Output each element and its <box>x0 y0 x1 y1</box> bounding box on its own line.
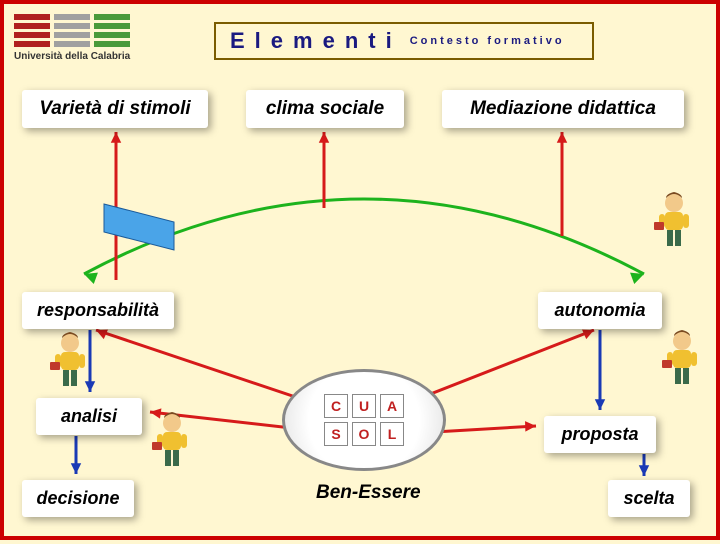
box-decisione: decisione <box>22 480 134 517</box>
logo-bar <box>14 14 50 20</box>
logo-text: Università della Calabria <box>14 51 189 62</box>
letter-tile: L <box>380 422 404 446</box>
box-proposta: proposta <box>544 416 656 453</box>
box-analisi: analisi <box>36 398 142 435</box>
child-figure <box>660 330 704 388</box>
letter-tile: O <box>352 422 376 446</box>
logo-bar <box>14 32 50 38</box>
letter-grid: CUA SOL <box>324 394 404 446</box>
logo-bar <box>54 41 90 47</box>
logo-bar <box>54 32 90 38</box>
logo-bar <box>94 23 130 29</box>
box-clima: clima sociale <box>246 90 404 128</box>
logo-bar <box>54 14 90 20</box>
center-label: Ben-Essere <box>316 482 421 504</box>
child-figure <box>652 192 696 250</box>
logo-bars <box>14 14 189 47</box>
center-illustration: CUA SOL <box>282 369 446 471</box>
title-bar: Elementi Contesto formativo <box>214 22 594 60</box>
letter-tile: S <box>324 422 348 446</box>
child-figure <box>150 412 194 470</box>
box-stimoli: Varietà di stimoli <box>22 90 208 128</box>
letter-tile: U <box>352 394 376 418</box>
title-sub: Contesto formativo <box>410 35 565 47</box>
blue-flag <box>104 204 174 250</box>
child-figure <box>48 332 92 390</box>
university-logo: Università della Calabria <box>14 14 189 74</box>
logo-bar <box>14 23 50 29</box>
box-scelta: scelta <box>608 480 690 517</box>
letter-tile: C <box>324 394 348 418</box>
box-mediazione: Mediazione didattica <box>442 90 684 128</box>
logo-bar <box>54 23 90 29</box>
box-autonomia: autonomia <box>538 292 662 329</box>
box-responsab: responsabilità <box>22 292 174 329</box>
logo-bar <box>94 41 130 47</box>
title-main: Elementi <box>230 28 402 54</box>
logo-bar <box>14 41 50 47</box>
logo-bar <box>94 14 130 20</box>
logo-bar <box>94 32 130 38</box>
letter-tile: A <box>380 394 404 418</box>
